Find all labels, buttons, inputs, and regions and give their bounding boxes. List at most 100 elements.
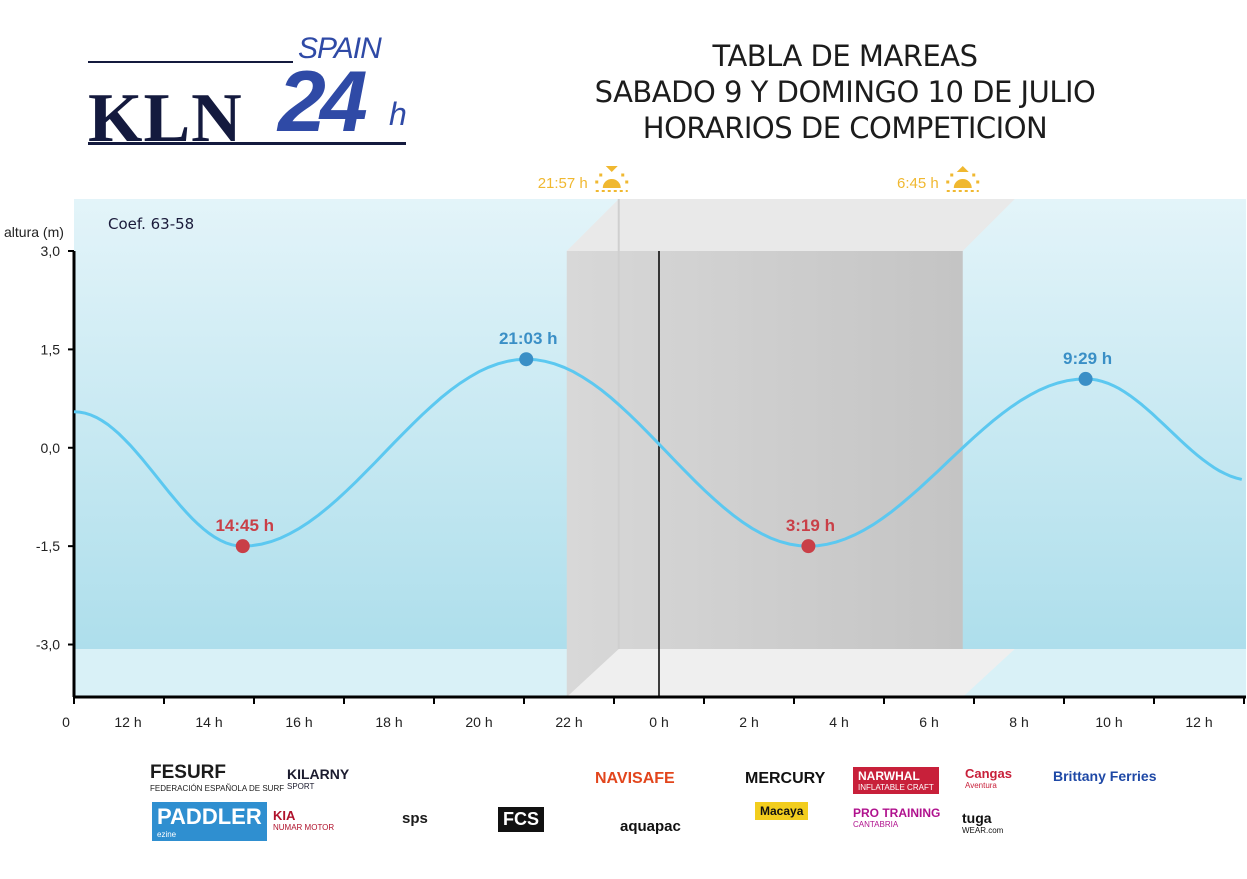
tide-time-label: 9:29 h [1063, 349, 1112, 368]
sun-ray [595, 180, 599, 184]
title-line-3: HORARIOS DE COMPETICION [642, 111, 1048, 145]
arrow-down-icon [605, 166, 618, 172]
tide-time-label: 14:45 h [215, 516, 274, 535]
sponsor-name: KIA [273, 808, 296, 823]
sponsor-subtitle: INFLATABLE CRAFT [858, 783, 934, 792]
arrow-up-icon [956, 166, 969, 172]
sponsor-name: NARWHAL [858, 769, 920, 783]
logo-spain-text: SPAIN [298, 32, 382, 65]
tide-chart: 3,0 1,5 0,0 -1,5 -3,0 0 12 h 14 h 16 h 18 h 20 h 22… [4, 166, 1246, 730]
sponsor-logo: tuga WEAR.com [962, 810, 1003, 835]
logo-line-top [88, 61, 293, 63]
night-band-floor [566, 649, 1015, 697]
high-tide-marker [519, 352, 534, 367]
sponsor-subtitle: SPORT [287, 782, 315, 791]
sponsor-logo: Cangas Aventura [965, 766, 1012, 790]
y-tick-label: -1,5 [36, 538, 60, 554]
sunset-time-label: 21:57 h [538, 175, 588, 192]
title-line-1: TABLA DE MAREAS [712, 39, 978, 73]
sponsor-logo: KILARNY SPORT [287, 766, 349, 791]
sponsor-name: PADDLER [157, 804, 262, 829]
sponsor-logo: FCS [498, 807, 544, 832]
low-tide-marker [235, 539, 250, 554]
sponsors-strip: FESURF FEDERACIÓN ESPAÑOLA DE SURF KILARNY… [140, 752, 1156, 852]
sponsor-name: FCS [503, 809, 539, 829]
night-band [566, 251, 963, 697]
sponsor-logo: sps [402, 810, 428, 827]
night-band-top [566, 199, 1015, 251]
sponsor-logo: NAVISAFE [595, 770, 675, 788]
page-title: TABLA DE MAREAS SABADO 9 Y DOMINGO 10 DE… [500, 38, 1190, 146]
x-tick-label: 12 h [114, 714, 141, 730]
sponsor-name: Brittany Ferries [1053, 768, 1157, 784]
sun-shape [953, 179, 972, 188]
x-tick-label: 16 h [285, 714, 312, 730]
sponsor-subtitle: ezine [157, 830, 177, 839]
sponsor-logo: PRO TRAINING CANTABRIA [853, 806, 940, 829]
sponsor-name: NAVISAFE [595, 770, 675, 787]
sponsor-subtitle: CANTABRIA [853, 820, 899, 829]
sunrise-time-label: 6:45 h [897, 175, 939, 192]
sun-ray [950, 173, 954, 177]
sponsor-subtitle: Aventura [965, 781, 997, 790]
coef-label: Coef. 63-58 [108, 215, 194, 233]
y-tick-label: 3,0 [41, 243, 61, 259]
sun-ray [976, 180, 980, 184]
sun-ray [972, 173, 976, 177]
sponsor-name: FESURF [150, 762, 226, 783]
x-tick-label: 14 h [195, 714, 222, 730]
sponsor-name: MERCURY [745, 770, 826, 787]
sun-ray [621, 173, 625, 177]
sponsor-name: Cangas [965, 766, 1012, 781]
tide-time-label: 3:19 h [786, 516, 835, 535]
sponsor-logo: aquapac [620, 818, 681, 835]
x-tick-label: 20 h [465, 714, 492, 730]
x-tick-label: 10 h [1095, 714, 1122, 730]
x-tick-label: 0 [62, 714, 70, 730]
logo-kln-text: KLN [88, 80, 243, 157]
x-tick-label: 0 h [649, 714, 668, 730]
y-tick-label: 1,5 [41, 341, 61, 357]
sponsor-logo: PADDLER ezine [152, 802, 267, 841]
sponsor-logo: MERCURY [745, 770, 825, 788]
extreme-markers: 14:45 h 21:03 h 3:19 h 9:29 h [215, 329, 1112, 554]
x-tick-label: 6 h [919, 714, 938, 730]
high-tide-marker [1078, 371, 1093, 386]
sponsor-name: Macaya [760, 804, 804, 818]
x-tick-label: 8 h [1009, 714, 1028, 730]
sponsor-name: PRO TRAINING [853, 806, 941, 820]
sponsor-subtitle: FEDERACIÓN ESPAÑOLA DE SURF [150, 784, 285, 793]
sun-events: 21:57 h 6:45 h [538, 166, 980, 192]
sun-ray [599, 173, 603, 177]
sponsor-logo: KIA NUMAR MOTOR [273, 808, 334, 832]
x-tick-label: 2 h [739, 714, 758, 730]
sponsor-logo: NARWHAL INFLATABLE CRAFT [853, 767, 939, 794]
sunset-icon [595, 166, 629, 192]
tide-time-label: 21:03 h [499, 329, 558, 348]
logo-24-text: 24 [278, 54, 368, 150]
axes: 3,0 1,5 0,0 -1,5 -3,0 0 12 h 14 h 16 h 18 h 20 h 22… [36, 243, 1246, 730]
sponsor-subtitle: WEAR.com [962, 826, 1004, 835]
logo-h-text: h [389, 96, 407, 132]
sun-ray [625, 180, 629, 184]
sun-ray [946, 180, 950, 184]
sponsor-logo: Brittany Ferries [1053, 768, 1156, 784]
sponsor-logo: Macaya [755, 802, 809, 820]
sponsor-name: sps [402, 810, 428, 827]
sunrise-icon [946, 166, 980, 192]
y-tick-label: 0,0 [41, 440, 61, 456]
x-tick-label: 12 h [1185, 714, 1212, 730]
y-axis-label: altura (m) [4, 224, 64, 240]
tide-curve [73, 357, 1243, 548]
x-tick-label: 4 h [829, 714, 848, 730]
sponsor-name: tuga [962, 810, 992, 826]
title-line-2: SABADO 9 Y DOMINGO 10 DE JULIO [594, 75, 1096, 109]
x-tick-label: 22 h [555, 714, 582, 730]
sponsor-name: KILARNY [287, 766, 350, 782]
y-tick-label: -3,0 [36, 637, 60, 653]
sponsor-subtitle: NUMAR MOTOR [273, 823, 335, 832]
sun-shape [602, 179, 621, 188]
kln24-logo: SPAIN KLN 24 h [86, 32, 416, 157]
sponsor-name: aquapac [620, 818, 681, 835]
x-tick-label: 18 h [375, 714, 402, 730]
